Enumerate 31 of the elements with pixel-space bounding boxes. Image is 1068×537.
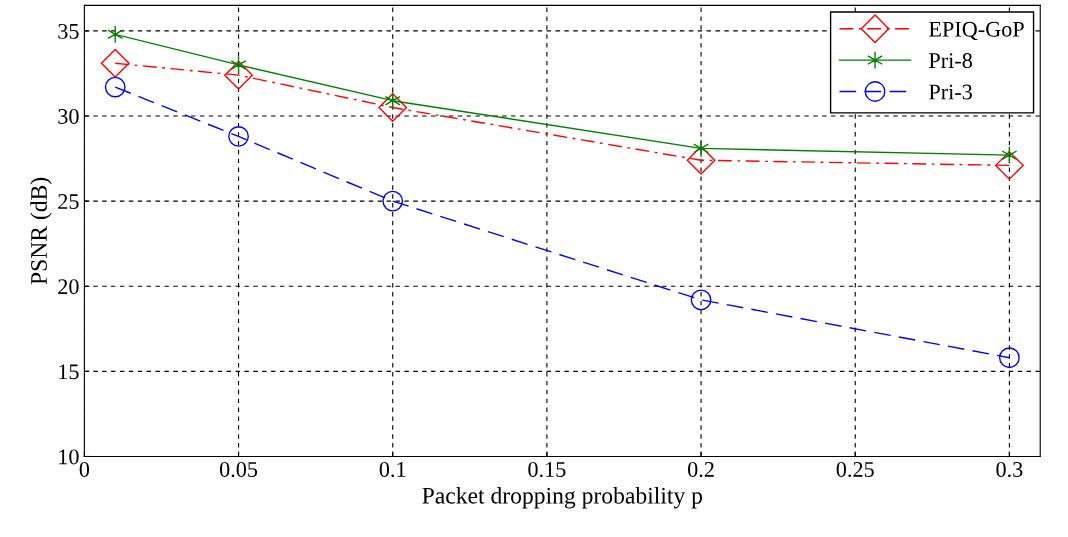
point [693,139,709,158]
point [378,93,408,122]
point [224,60,253,90]
point [230,55,247,74]
point [382,190,404,212]
x-tick-label: 0.05 [219,461,258,478]
y-axis-title: PSNR (dB) [30,177,52,285]
x-tick-label: 0.2 [688,461,714,478]
legend-label: EPIQ-GoP [929,21,1024,41]
x-axis-title: Packet dropping probability p [422,487,703,509]
point [690,289,712,311]
point [998,347,1020,369]
point [104,76,126,98]
legend-label: Pri-8 [929,53,972,69]
x-tick-label: 0.1 [379,461,406,478]
point [107,25,124,44]
y-tick-label: 15 [59,364,79,380]
y-tick-label: 25 [58,194,79,210]
x-tick-label: 0.25 [836,461,874,478]
y-tick-label: 10 [59,449,79,465]
y-tick-label: 20 [58,279,79,295]
x-tick-label: 0 [79,461,90,477]
point [1001,146,1018,165]
point [228,126,249,147]
point [100,48,130,78]
x-tick-label: 0.15 [528,461,566,478]
x-tick-label: 0.3 [996,461,1023,478]
y-tick-label: 35 [58,23,79,39]
legend-label: Pri-3 [929,84,972,100]
point [994,150,1024,180]
y-tick-label: 30 [58,108,79,124]
